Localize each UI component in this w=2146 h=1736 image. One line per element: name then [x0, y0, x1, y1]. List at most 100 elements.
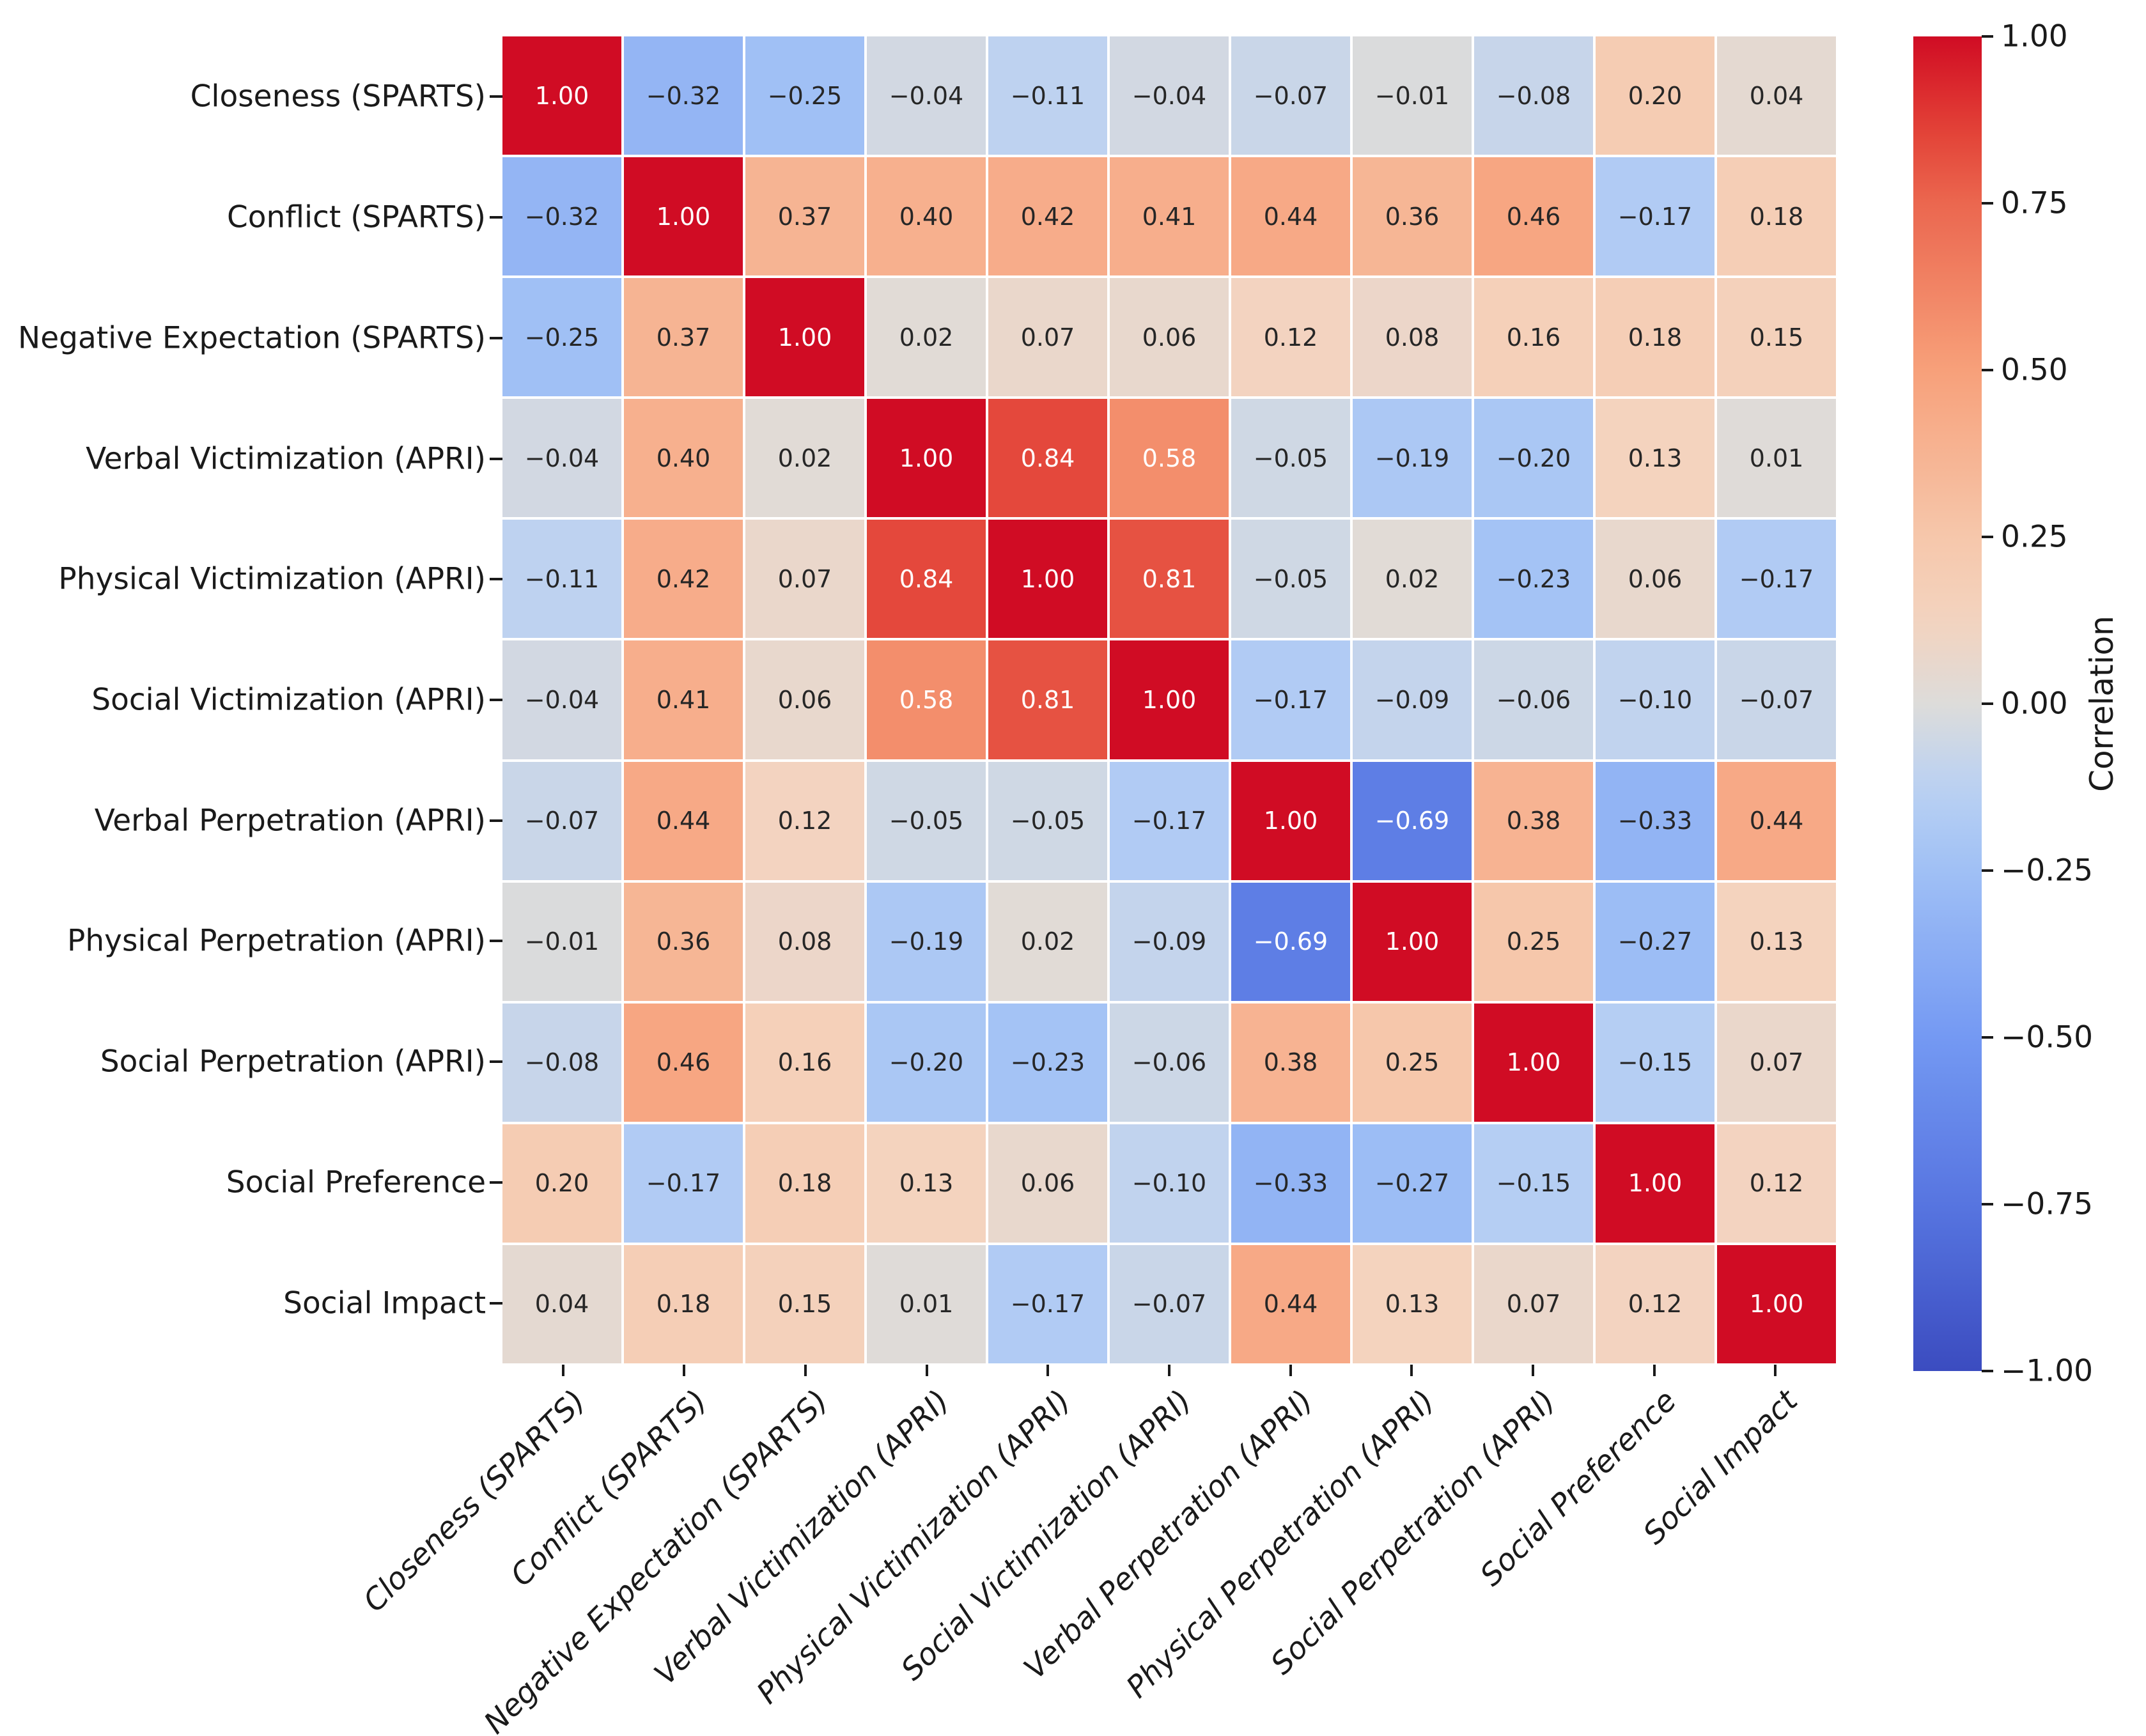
x-axis-tick	[1168, 1365, 1170, 1376]
heatmap-cell: 0.01	[867, 1244, 986, 1363]
heatmap-cell: 0.04	[1717, 36, 1836, 155]
heatmap-cell: −0.25	[745, 36, 864, 155]
heatmap-cell: −0.17	[624, 1124, 743, 1243]
heatmap-cell: 0.01	[1717, 399, 1836, 518]
heatmap-cell: 0.06	[745, 640, 864, 759]
heatmap-cell: 0.44	[1231, 157, 1350, 276]
heatmap-cell: −0.17	[988, 1244, 1107, 1363]
colorbar-tick-label: 0.75	[2001, 185, 2068, 221]
x-axis-tick	[1652, 1365, 1656, 1376]
heatmap-cell: 0.38	[1231, 1003, 1350, 1122]
colorbar-tick	[1982, 202, 1993, 205]
y-tick-label: Negative Expectation (SPARTS)	[18, 320, 486, 356]
heatmap-cell: −0.19	[867, 882, 986, 1001]
colorbar-gradient	[1913, 36, 1982, 1371]
x-tick-label: Closeness (SPARTS)	[357, 1383, 593, 1619]
heatmap-cell: 0.06	[1110, 278, 1229, 397]
heatmap-cell: 0.16	[745, 1003, 864, 1122]
heatmap-cell: 0.25	[1474, 882, 1593, 1001]
x-axis-tick	[1410, 1365, 1413, 1376]
heatmap-cell: 1.00	[1596, 1124, 1714, 1243]
heatmap-cell: 0.42	[624, 520, 743, 639]
x-axis-tick	[925, 1365, 928, 1376]
colorbar-tick	[1982, 536, 1993, 538]
heatmap-cell: −0.07	[1717, 640, 1836, 759]
heatmap-cell: −0.17	[1717, 520, 1836, 639]
colorbar-tick-label: −1.00	[2001, 1353, 2094, 1389]
colorbar-tick	[1982, 1036, 1993, 1039]
heatmap-cell: 0.84	[988, 399, 1107, 518]
heatmap-cell: 1.00	[1231, 761, 1350, 880]
heatmap-cell: −0.07	[1231, 36, 1350, 155]
heatmap-cell: 1.00	[624, 157, 743, 276]
y-axis-tick	[490, 940, 502, 943]
heatmap-cell: 1.00	[1110, 640, 1229, 759]
heatmap-cell: −0.27	[1596, 882, 1714, 1001]
heatmap-cell: −0.69	[1353, 761, 1472, 880]
x-axis-tick	[1774, 1365, 1777, 1376]
colorbar-tick	[1982, 869, 1993, 872]
y-tick-label: Social Victimization (APRI)	[91, 682, 486, 718]
heatmap-cell: −0.11	[502, 520, 621, 639]
heatmap-cell: 0.58	[1110, 399, 1229, 518]
heatmap-cell: −0.11	[988, 36, 1107, 155]
heatmap-cell: −0.08	[502, 1003, 621, 1122]
heatmap-cell: −0.01	[502, 882, 621, 1001]
heatmap-cell: 0.06	[988, 1124, 1107, 1243]
heatmap-cell: −0.25	[502, 278, 621, 397]
colorbar-tick-label: 1.00	[2001, 19, 2068, 54]
heatmap-cell: 0.84	[867, 520, 986, 639]
heatmap-cell: −0.10	[1596, 640, 1714, 759]
heatmap-cell: 0.07	[988, 278, 1107, 397]
heatmap-cell: 0.12	[1596, 1244, 1714, 1363]
heatmap-cell: −0.04	[502, 640, 621, 759]
heatmap-cell: 1.00	[1474, 1003, 1593, 1122]
colorbar-tick-label: −0.75	[2001, 1186, 2094, 1222]
heatmap-cell: −0.04	[867, 36, 986, 155]
heatmap-cell: 0.18	[1596, 278, 1714, 397]
heatmap-cell: −0.32	[624, 36, 743, 155]
heatmap-cell: 0.42	[988, 157, 1107, 276]
heatmap-cell: 0.40	[624, 399, 743, 518]
y-tick-label: Social Preference	[226, 1165, 486, 1200]
colorbar-tick	[1982, 1203, 1993, 1205]
heatmap-cell: 0.12	[1717, 1124, 1836, 1243]
x-axis-tick	[1046, 1365, 1050, 1376]
heatmap-cell: −0.01	[1353, 36, 1472, 155]
y-axis-tick	[490, 699, 502, 701]
colorbar-tick	[1982, 702, 1993, 705]
y-tick-label: Social Perpetration (APRI)	[100, 1044, 486, 1080]
heatmap-cell: 0.44	[1717, 761, 1836, 880]
heatmap-cell: 0.13	[1717, 882, 1836, 1001]
heatmap-cell: −0.05	[1231, 520, 1350, 639]
heatmap-cell: 0.81	[988, 640, 1107, 759]
heatmap-cell: 0.04	[502, 1244, 621, 1363]
heatmap-cell: −0.05	[867, 761, 986, 880]
heatmap-cell: 0.12	[1231, 278, 1350, 397]
colorbar-tick-label: 0.25	[2001, 519, 2068, 555]
heatmap-cell: 0.13	[1353, 1244, 1472, 1363]
y-tick-label: Physical Victimization (APRI)	[58, 561, 486, 597]
heatmap-cell: 0.41	[1110, 157, 1229, 276]
colorbar-axis-label: Correlation	[2083, 616, 2120, 792]
heatmap-cell: 0.20	[1596, 36, 1714, 155]
heatmap-cell: −0.07	[1110, 1244, 1229, 1363]
heatmap-cell: −0.15	[1474, 1124, 1593, 1243]
heatmap-cell: 0.46	[1474, 157, 1593, 276]
heatmap-cell: 0.18	[745, 1124, 864, 1243]
heatmap-cell: 0.58	[867, 640, 986, 759]
heatmap-cell: 0.18	[624, 1244, 743, 1363]
y-axis-tick	[490, 1060, 502, 1064]
y-tick-label: Social Impact	[283, 1285, 486, 1321]
heatmap-cell: −0.17	[1596, 157, 1714, 276]
heatmap-cell: 0.81	[1110, 520, 1229, 639]
heatmap-cell: 0.12	[745, 761, 864, 880]
heatmap-cell: −0.69	[1231, 882, 1350, 1001]
heatmap-cell: −0.08	[1474, 36, 1593, 155]
heatmap-cell: −0.20	[1474, 399, 1593, 518]
heatmap-cell: 1.00	[988, 520, 1107, 639]
heatmap-cell: −0.04	[1110, 36, 1229, 155]
y-tick-label: Physical Perpetration (APRI)	[67, 923, 486, 959]
colorbar-tick	[1982, 1370, 1993, 1372]
heatmap-cell: −0.05	[1231, 399, 1350, 518]
